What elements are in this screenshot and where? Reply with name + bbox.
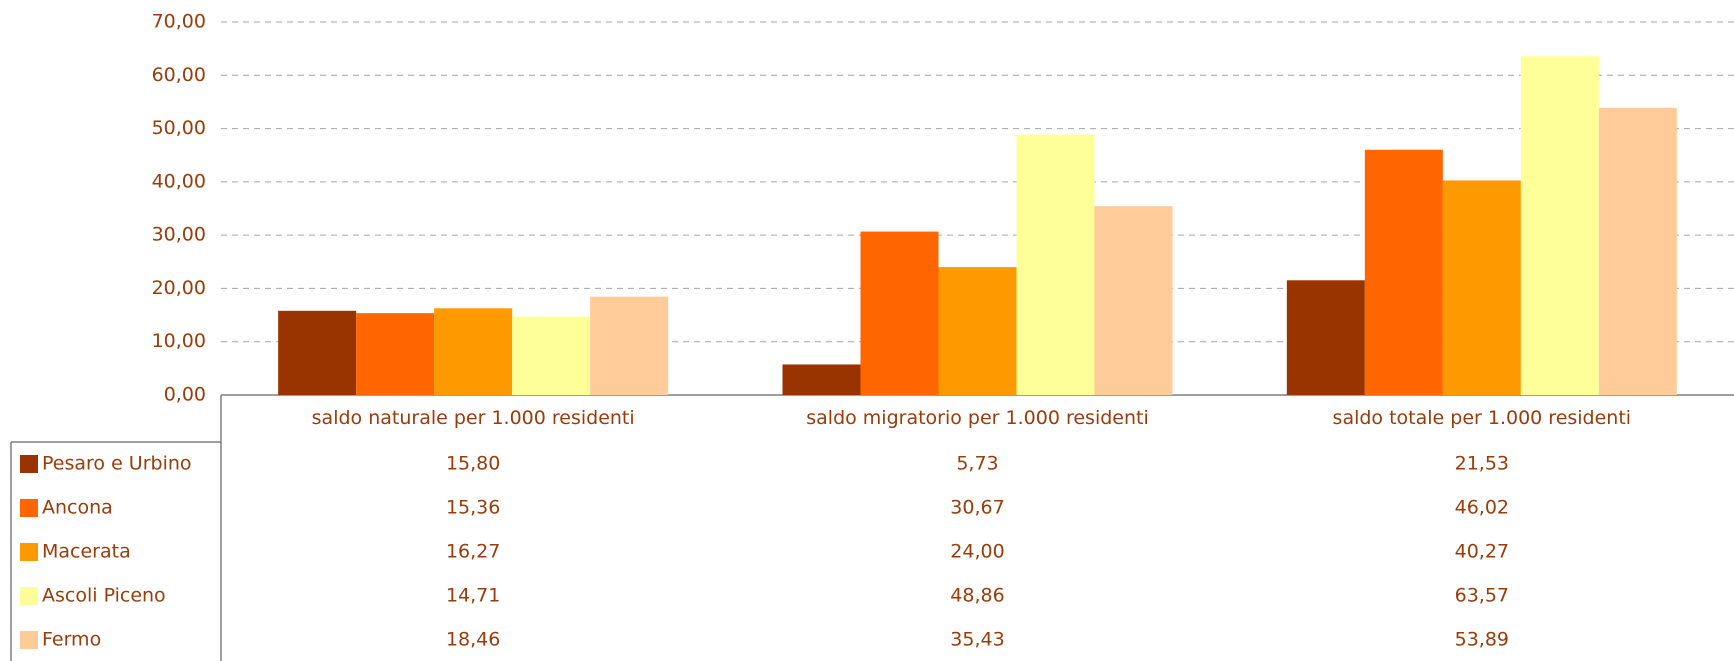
- y-tick-label: 10,00: [152, 330, 206, 352]
- x-tick-label: saldo totale per 1.000 residenti: [1333, 407, 1632, 429]
- table-value: 24,00: [950, 541, 1004, 563]
- table-value: 48,86: [950, 585, 1004, 607]
- table-value: 16,27: [446, 541, 500, 563]
- bar: [1286, 280, 1365, 395]
- legend-label: Fermo: [42, 629, 101, 651]
- y-tick-label: 60,00: [152, 64, 206, 86]
- y-tick-label: 70,00: [152, 11, 206, 33]
- table-value: 21,53: [1455, 453, 1509, 475]
- x-tick-label: saldo migratorio per 1.000 residenti: [806, 407, 1149, 429]
- legend-swatch: [20, 499, 38, 517]
- table-value: 63,57: [1455, 585, 1509, 607]
- table-value: 40,27: [1455, 541, 1509, 563]
- bar: [1598, 107, 1677, 395]
- table-value: 15,80: [446, 453, 500, 475]
- y-tick-label: 30,00: [152, 224, 206, 246]
- bar: [1520, 56, 1599, 395]
- y-tick-label: 20,00: [152, 277, 206, 299]
- legend-label: Ancona: [42, 497, 113, 519]
- bar: [512, 316, 591, 395]
- table-value: 15,36: [446, 497, 500, 519]
- legend-swatch: [20, 543, 38, 561]
- table-value: 35,43: [950, 629, 1004, 651]
- table-value: 53,89: [1455, 629, 1509, 651]
- table-value: 14,71: [446, 585, 500, 607]
- legend-label: Macerata: [42, 541, 131, 563]
- legend-swatch: [20, 455, 38, 473]
- legend-label: Pesaro e Urbino: [42, 453, 192, 475]
- table-value: 5,73: [956, 453, 998, 475]
- y-tick-label: 50,00: [152, 117, 206, 139]
- bar: [356, 313, 435, 395]
- bar: [590, 296, 669, 395]
- x-tick-label: saldo naturale per 1.000 residenti: [312, 407, 635, 429]
- legend-label: Ascoli Piceno: [42, 585, 166, 607]
- bar: [434, 308, 513, 395]
- legend-swatch: [20, 587, 38, 605]
- y-tick-label: 0,00: [164, 384, 206, 406]
- bar: [782, 364, 861, 395]
- y-tick-label: 40,00: [152, 170, 206, 192]
- table-value: 30,67: [950, 497, 1004, 519]
- bar: [278, 310, 357, 395]
- legend-swatch: [20, 631, 38, 649]
- table-value: 46,02: [1455, 497, 1509, 519]
- bar: [1442, 180, 1521, 395]
- table-value: 18,46: [446, 629, 500, 651]
- bar: [938, 267, 1017, 395]
- bar: [860, 231, 939, 395]
- bar: [1364, 149, 1443, 395]
- bar: [1094, 206, 1173, 395]
- bar: [1016, 134, 1095, 395]
